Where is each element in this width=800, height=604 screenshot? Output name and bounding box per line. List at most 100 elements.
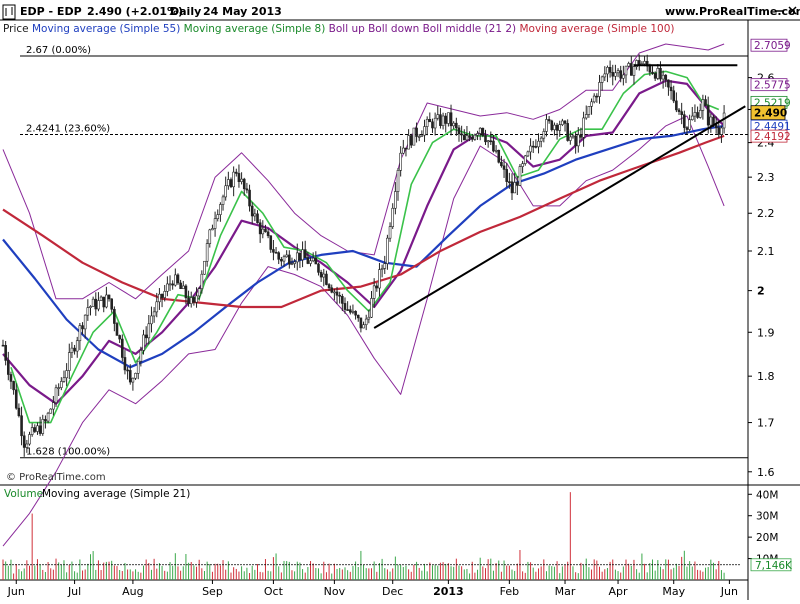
candle-body: [417, 136, 421, 138]
candle-body: [653, 73, 657, 79]
candle-body: [433, 117, 437, 129]
candle-body: [126, 369, 129, 372]
price-change-label: 2.490 (+2.01%): [87, 5, 183, 18]
candle-body: [293, 261, 296, 264]
candle-body: [550, 120, 554, 131]
candle-body: [33, 427, 37, 432]
value-tag: [750, 129, 788, 143]
candle-body: [394, 191, 397, 209]
candle-body: [110, 298, 113, 310]
candle-body: [542, 131, 546, 139]
candle-body: [208, 229, 212, 244]
candle-body: [539, 137, 543, 142]
candle-body: [306, 257, 310, 264]
candle-body: [136, 360, 140, 374]
candle-body: [449, 112, 453, 127]
candle-body: [272, 249, 275, 253]
candle-body: [123, 357, 127, 371]
candle-body: [683, 114, 686, 128]
candle-body: [677, 109, 681, 112]
watermark: © ProRealTime.com: [6, 472, 106, 483]
candle-body: [341, 295, 344, 304]
candle-body: [118, 335, 121, 340]
candle-body: [17, 407, 21, 417]
candle-body: [431, 121, 434, 129]
candle-body: [627, 63, 630, 67]
candle-body: [338, 294, 341, 297]
candle-body: [120, 338, 124, 358]
legend-item-0[interactable]: Price: [3, 23, 29, 35]
value-tag-label: 2.5775: [754, 80, 791, 92]
legend-item-3[interactable]: Boll up Boll down Boll middle (21 2): [325, 23, 516, 35]
candle-body: [232, 171, 235, 188]
price-panel: 2.67 (0.00%) 2.4241 (23.60%) 1.628 (100.00…: [1, 43, 748, 547]
candle-body: [513, 182, 516, 194]
symbol-label: EDP - EDP: [20, 5, 82, 18]
candle-body: [269, 235, 273, 250]
candle-body: [322, 273, 326, 278]
candle-body: [603, 73, 607, 78]
candle-body: [113, 308, 116, 324]
candle-body: [698, 109, 702, 118]
candle-body: [288, 254, 291, 265]
candle-body: [83, 314, 87, 330]
candle-body: [510, 181, 514, 194]
candle-body: [579, 134, 583, 138]
chart-type-icon[interactable]: [2, 4, 16, 20]
legend-item-2[interactable]: Moving average (Simple 8): [180, 23, 325, 35]
candle-body: [102, 296, 106, 308]
fib-label: 2.67 (0.00%): [26, 45, 91, 56]
candle-body: [311, 257, 315, 262]
fib-label: 2.4241 (23.60%): [26, 123, 110, 134]
candle-body: [590, 101, 593, 107]
candle-body: [227, 179, 230, 187]
candle-body: [439, 114, 442, 126]
candle-body: [200, 273, 204, 289]
candle-body: [216, 214, 220, 220]
legend-item-1[interactable]: Moving average (Simple 55): [29, 23, 181, 35]
support-trendline[interactable]: [373, 105, 746, 329]
candle-body: [4, 345, 7, 361]
candle-body: [447, 112, 450, 124]
candle-body: [558, 124, 562, 131]
candle-body: [158, 293, 161, 303]
candle-body: [242, 178, 246, 190]
candle-body: [367, 316, 371, 320]
candle-body: [107, 294, 111, 300]
boll-down-line[interactable]: [2, 115, 725, 547]
candle-body: [44, 419, 47, 422]
candle-body: [348, 309, 352, 313]
candle-body: [266, 231, 270, 237]
candle-body: [465, 135, 469, 141]
candle-body: [378, 269, 381, 289]
sma100-line[interactable]: [2, 134, 725, 309]
candle-body: [70, 347, 74, 353]
candle-body: [184, 285, 188, 299]
candle-body: [36, 425, 39, 432]
candle-body: [20, 415, 23, 437]
candle-body: [423, 126, 426, 136]
candle-body: [372, 285, 376, 299]
legend-item-4[interactable]: Moving average (Simple 100): [516, 23, 674, 35]
axes: 2.62.52.42.32.22.121.91.81.71.62.70592.5…: [7, 38, 791, 598]
candle-body: [28, 434, 31, 445]
candle-body: [706, 105, 710, 126]
candle-body: [563, 120, 567, 124]
candle-body: [248, 189, 251, 207]
candle-body: [295, 252, 299, 263]
volume-last-label: 7,146K: [755, 560, 793, 572]
price-tick-label: 1.6: [757, 466, 775, 479]
candle-body: [274, 251, 278, 254]
candle-body: [253, 213, 257, 217]
candle-body: [582, 117, 585, 138]
candle-body: [327, 284, 331, 289]
candle-body: [436, 114, 440, 119]
candle-body: [166, 283, 169, 292]
candle-body: [144, 334, 148, 339]
candle-body: [561, 120, 564, 125]
candle-body: [181, 285, 185, 289]
candle-body: [553, 124, 556, 131]
candle-body: [89, 306, 92, 308]
candle-body: [518, 166, 522, 186]
